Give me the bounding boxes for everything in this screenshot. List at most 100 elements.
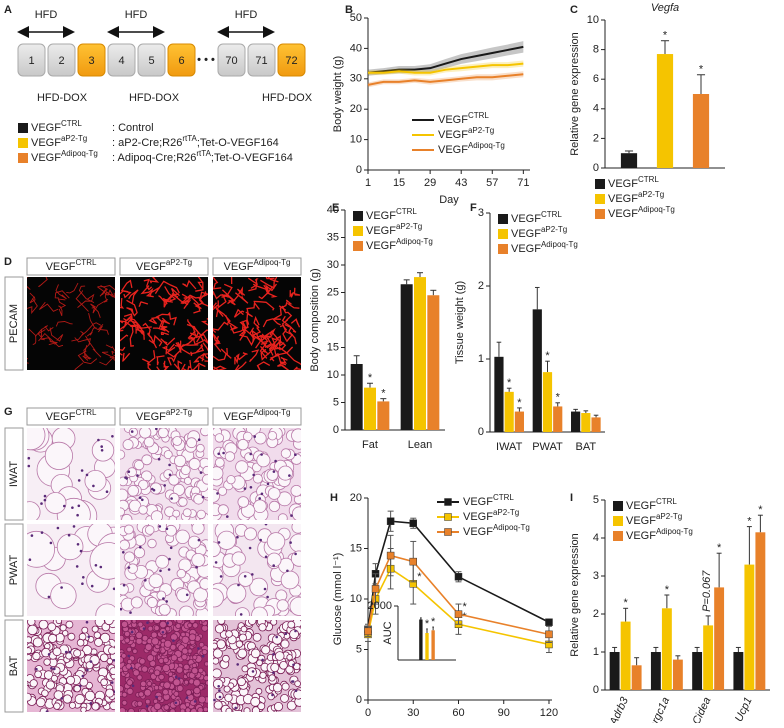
nucleus — [289, 541, 292, 544]
cell — [170, 654, 178, 662]
cell — [59, 624, 67, 632]
cell — [172, 436, 183, 446]
cell — [132, 669, 140, 677]
nucleus — [261, 658, 264, 662]
cell — [172, 509, 181, 518]
marker — [454, 573, 463, 581]
cell — [214, 433, 225, 443]
micrograph — [213, 620, 301, 712]
nucleus — [294, 453, 297, 456]
marker — [386, 551, 395, 560]
nucleus — [155, 695, 158, 699]
text-part: : aP2-Cre;R26 — [112, 137, 182, 149]
vessel — [149, 277, 160, 284]
x-tick-label: 1 — [365, 177, 371, 189]
cell — [55, 620, 63, 625]
y-axis-label: Tissue weight (g) — [454, 281, 466, 364]
bar — [542, 372, 553, 432]
cell — [202, 474, 208, 485]
cell — [217, 620, 226, 625]
panel-label: E — [332, 202, 339, 214]
nucleus — [165, 600, 168, 603]
panel-label: C — [570, 4, 578, 16]
panel-label: G — [4, 406, 13, 418]
cell — [266, 469, 279, 481]
cell — [125, 663, 132, 670]
bar — [553, 406, 563, 432]
nucleus — [56, 526, 60, 530]
bar — [703, 625, 714, 690]
column-header-box — [119, 257, 209, 276]
vessel — [280, 356, 288, 364]
vessel — [129, 325, 134, 347]
x-tick-label: Fat — [362, 439, 378, 451]
cell — [178, 497, 188, 507]
cell — [127, 708, 135, 712]
vessel — [74, 362, 84, 370]
vessel — [55, 284, 67, 300]
cell — [267, 487, 281, 500]
vessel — [99, 285, 109, 297]
vessel — [181, 293, 192, 309]
cell — [27, 636, 33, 644]
nucleus — [130, 430, 134, 433]
vessel — [234, 361, 247, 370]
week-label: 3 — [88, 55, 94, 67]
superscript: CTRL — [541, 210, 562, 219]
cell — [224, 693, 233, 702]
cell — [213, 678, 224, 690]
cell — [41, 689, 49, 697]
legend-swatch — [613, 501, 623, 511]
cell — [231, 551, 246, 566]
cell — [198, 641, 205, 648]
nucleus — [218, 695, 222, 699]
cell — [173, 454, 187, 468]
vessel — [260, 348, 270, 361]
micrograph — [213, 428, 301, 520]
vessel — [239, 319, 249, 329]
nucleus — [76, 543, 80, 546]
cell — [217, 486, 228, 496]
cell — [143, 688, 152, 697]
nucleus — [264, 555, 268, 559]
significance: * — [368, 372, 373, 384]
superscript: Adipoq-Tg — [468, 141, 505, 150]
text-part: VEGF — [463, 526, 493, 538]
y-axis-label: Relative gene expression — [569, 533, 581, 657]
nucleus — [67, 533, 71, 537]
y-tick-label: 20 — [327, 314, 339, 326]
nucleus — [260, 453, 263, 456]
bar — [494, 356, 504, 432]
cell — [273, 702, 284, 712]
y-axis-label: Glucose (mmol l⁻¹) — [332, 553, 344, 646]
legend-label: VEGFAdipoq-Tg — [366, 237, 433, 252]
superscript: aP2-Tg — [396, 222, 422, 231]
superscript: aP2-Tg — [638, 190, 664, 199]
cell — [94, 637, 103, 647]
nucleus — [251, 670, 255, 673]
micrograph — [27, 620, 115, 712]
cell — [126, 679, 133, 686]
cell — [224, 451, 236, 462]
significance: * — [623, 597, 628, 609]
bar — [377, 401, 390, 430]
nucleus — [274, 459, 277, 463]
text-part: VEGF — [438, 129, 468, 141]
y-tick-label: 0 — [478, 426, 484, 438]
x-tick-label: 57 — [486, 177, 498, 189]
superscript: CTRL — [396, 207, 417, 216]
nucleus — [292, 663, 295, 667]
superscript: CTRL — [76, 258, 97, 267]
vessel — [120, 297, 125, 309]
cell — [196, 443, 205, 453]
cell — [62, 694, 73, 704]
cell — [148, 573, 164, 589]
micrograph — [120, 277, 208, 370]
nucleus — [130, 630, 134, 634]
cell — [280, 448, 292, 459]
cell — [27, 654, 32, 661]
cell — [176, 620, 184, 625]
superscript: CTRL — [656, 497, 677, 506]
vessel — [85, 335, 102, 358]
nucleus — [141, 498, 144, 502]
